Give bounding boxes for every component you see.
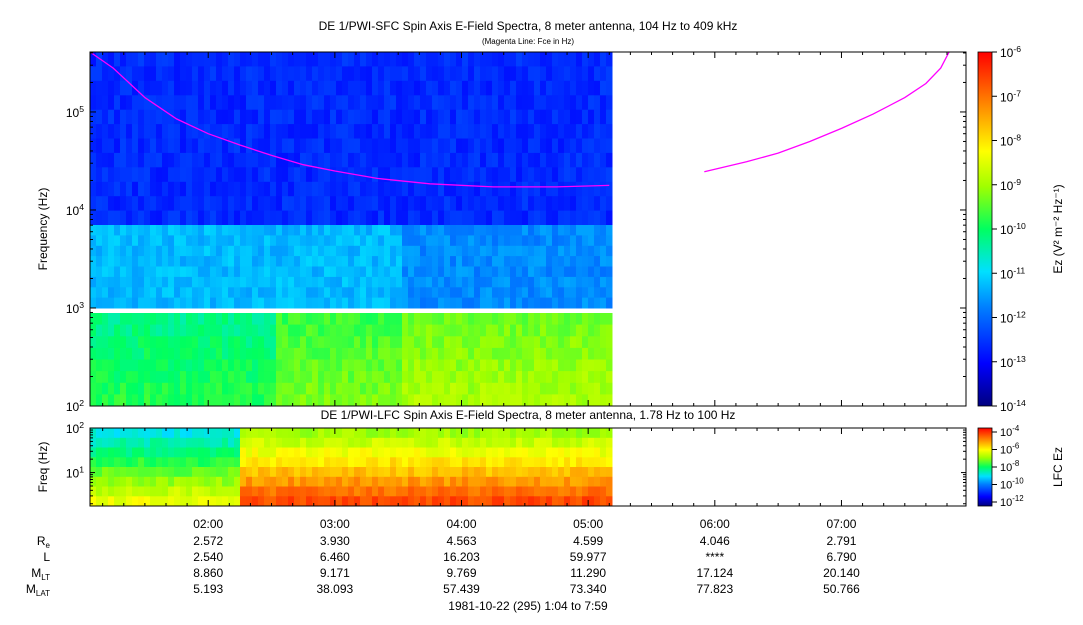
time-tick-label: 05:00 (573, 517, 603, 531)
ephemeris-row-label: Re (37, 534, 51, 550)
bottom-panel-title: DE 1/PWI-LFC Spin Axis E-Field Spectra, … (321, 408, 736, 422)
top-y-tick-label: 104 (66, 202, 84, 218)
top-panel-subtitle: (Magenta Line: Fce in Hz) (482, 37, 574, 46)
ephemeris-value: 2.540 (193, 550, 223, 564)
top-colorbar-tick-label: 10-14 (1000, 398, 1026, 414)
bottom-panel-frame (89, 427, 967, 507)
ephemeris-value: 4.046 (700, 534, 730, 548)
top-colorbar-ticks: 10-6 10-7 10-8 10-9 10-10 10-11 10-12 10-13 10-1… (992, 44, 1026, 414)
sfc-spectrogram (90, 52, 613, 406)
fce-curve-segment-1 (704, 52, 950, 173)
ephemeris-value: 20.140 (823, 566, 860, 580)
ephemeris-value: 50.766 (823, 582, 860, 596)
top-colorbar-tick-label: 10-7 (1000, 88, 1021, 104)
top-y-axis-label: Frequency (Hz) (36, 188, 50, 271)
bottom-y-tick-label: 101 (66, 465, 84, 481)
top-y-tick-label: 103 (66, 300, 84, 316)
top-y-axis: 102 103 104 105 (66, 52, 966, 414)
top-y-tick-label: 102 (66, 398, 84, 414)
ephemeris-value: 5.193 (193, 582, 223, 596)
bottom-colorbar-tick-label: 10-6 (1000, 442, 1020, 457)
bottom-y-axis: 101 102 (66, 420, 966, 505)
fce-curve-segment-0 (90, 52, 610, 188)
ephemeris-value: 17.124 (696, 566, 733, 580)
top-panel-frame (89, 51, 967, 407)
bottom-colorbar-label: LFC Ez (1051, 447, 1065, 487)
ephemeris-value: 9.171 (320, 566, 350, 580)
ephemeris-row-label: MLT (31, 566, 50, 582)
time-tick-label: 02:00 (193, 517, 223, 531)
time-tick-label: 06:00 (700, 517, 730, 531)
top-colorbar-tick-label: 10-11 (1000, 265, 1025, 281)
lfc-spectrogram (90, 428, 613, 506)
ephemeris-value: 4.563 (446, 534, 476, 548)
ephemeris-table: 02:00 03:00 04:00 05:00 06:00 07:00 Re 2.572 3.9… (26, 517, 860, 598)
ephemeris-row-label: MLAT (26, 582, 50, 598)
ephemeris-value: 8.860 (193, 566, 223, 580)
ephemeris-value: 16.203 (443, 550, 480, 564)
bottom-colorbar-tick-label: 10-10 (1000, 477, 1024, 492)
top-panel-title: DE 1/PWI-SFC Spin Axis E-Field Spectra, … (319, 19, 738, 33)
ephemeris-value: 9.769 (446, 566, 476, 580)
top-colorbar-label: Ez (V² m⁻² Hz⁻¹) (1051, 184, 1065, 273)
fce-curve (90, 52, 950, 188)
bottom-colorbar-tick-label: 10-12 (1000, 494, 1024, 509)
top-colorbar-tick-label: 10-6 (1000, 44, 1021, 60)
ephemeris-value: **** (705, 550, 724, 564)
bottom-colorbar-ticks: 10-4 10-6 10-8 10-10 10-12 (992, 424, 1024, 509)
ephemeris-value: 6.790 (826, 550, 856, 564)
bottom-y-axis-label: Freq (Hz) (36, 442, 50, 493)
top-y-tick-label: 105 (66, 104, 84, 120)
ephemeris-value: 57.439 (443, 582, 480, 596)
top-colorbar (977, 51, 993, 407)
bottom-colorbar-tick-label: 10-4 (1000, 424, 1020, 439)
ephemeris-value: 38.093 (317, 582, 354, 596)
ephemeris-value: 59.977 (570, 550, 607, 564)
time-axis-ticks (102, 52, 948, 506)
ephemeris-value: 6.460 (320, 550, 350, 564)
ephemeris-value: 11.290 (570, 566, 606, 580)
ephemeris-value: 77.823 (696, 582, 733, 596)
ephemeris-value: 3.930 (320, 534, 350, 548)
top-colorbar-tick-label: 10-12 (1000, 310, 1026, 326)
top-colorbar-tick-label: 10-10 (1000, 221, 1026, 237)
ephemeris-value: 4.599 (573, 534, 603, 548)
ephemeris-value: 2.791 (826, 534, 856, 548)
bottom-colorbar-tick-label: 10-8 (1000, 459, 1020, 474)
ephemeris-value: 73.340 (570, 582, 607, 596)
time-tick-label: 04:00 (446, 517, 476, 531)
top-colorbar-tick-label: 10-8 (1000, 133, 1021, 149)
time-tick-label: 03:00 (320, 517, 350, 531)
bottom-y-tick-label: 102 (66, 420, 84, 436)
bottom-colorbar (977, 427, 993, 507)
date-range-footer: 1981-10-22 (295) 1:04 to 7:59 (448, 599, 608, 613)
top-colorbar-tick-label: 10-9 (1000, 177, 1021, 193)
top-colorbar-tick-label: 10-13 (1000, 354, 1026, 370)
ephemeris-value: 2.572 (193, 534, 223, 548)
ephemeris-row-label: L (43, 550, 50, 564)
time-tick-label: 07:00 (826, 517, 856, 531)
